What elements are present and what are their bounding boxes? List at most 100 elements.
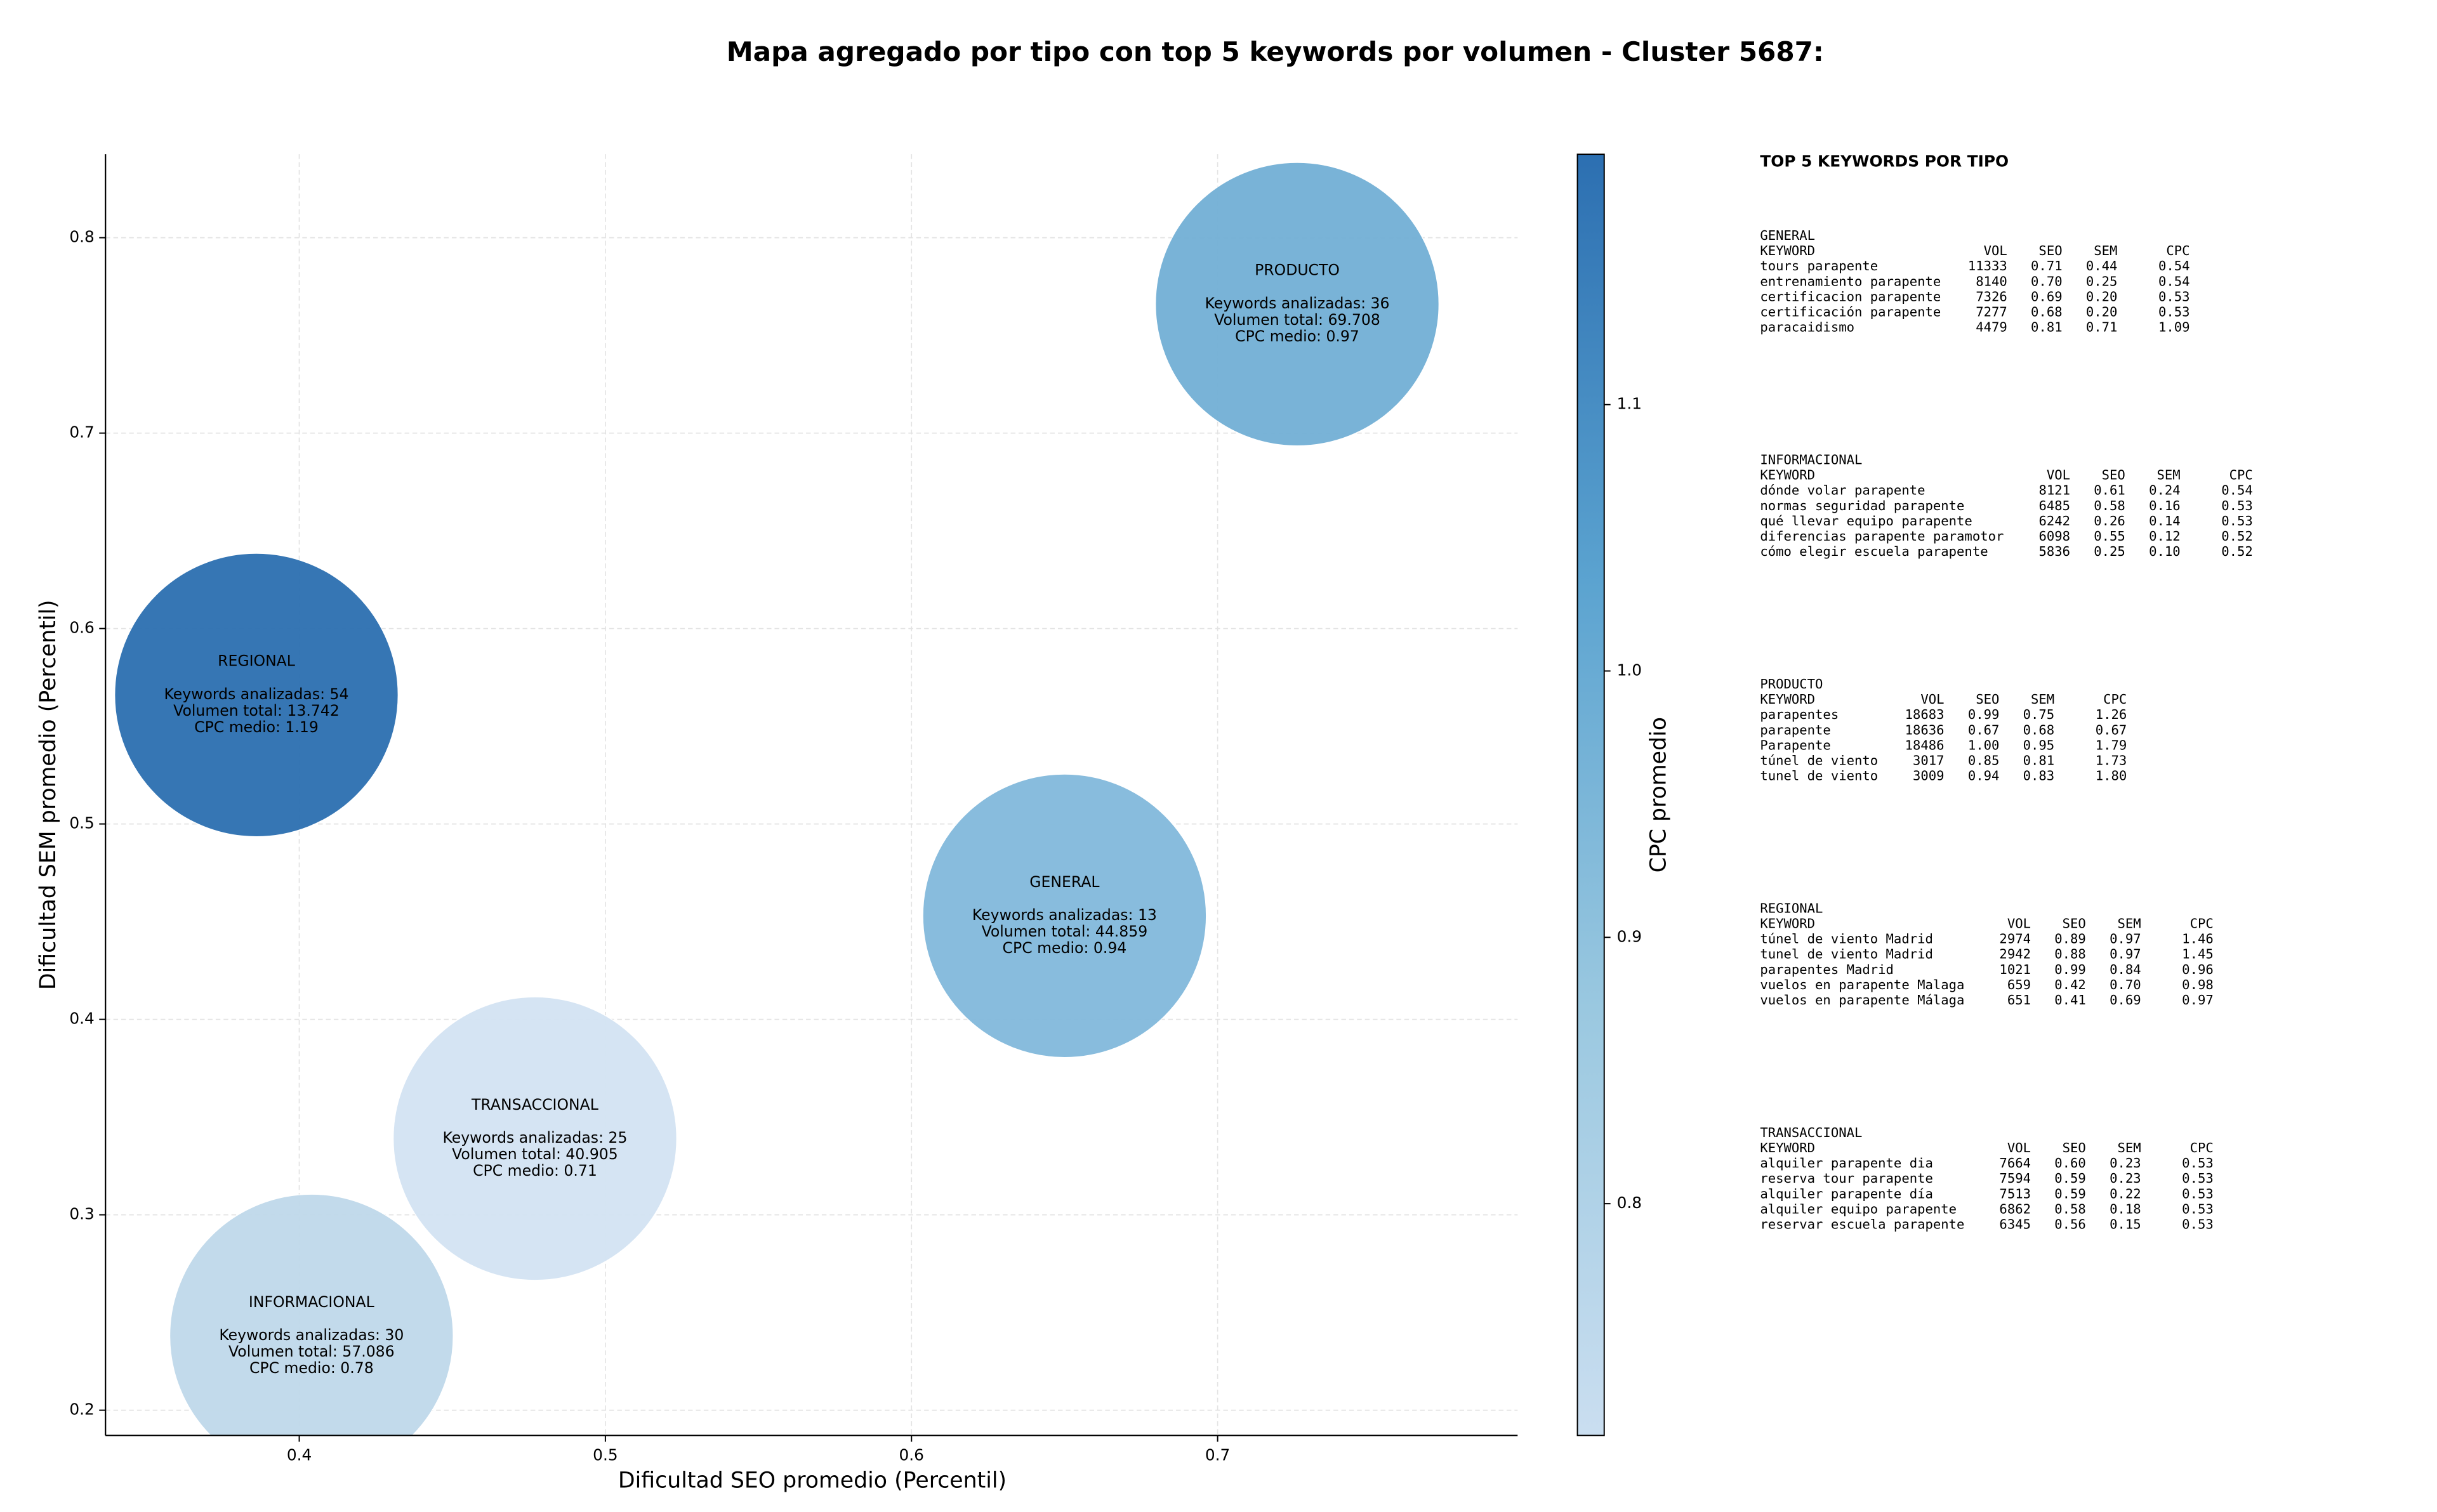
bubble-annotation: Volumen total: 69.708 [1214, 311, 1380, 329]
column-header: VOL [2007, 916, 2031, 931]
cell-value: 0.69 [2110, 992, 2141, 1008]
cell-value: 1.79 [2096, 737, 2127, 753]
cell-keyword: tours parapente [1760, 258, 1878, 273]
cell-value: 6485 [2038, 498, 2070, 513]
bubble-annotation: CPC medio: 1.19 [194, 718, 319, 736]
cell-value: 6242 [2038, 513, 2070, 529]
cell-value: 1.46 [2182, 931, 2214, 947]
bubble-name: PRODUCTO [1255, 261, 1340, 279]
cell-value: 0.70 [2110, 977, 2141, 992]
x-tick-label: 0.4 [287, 1446, 312, 1464]
bubble-annotation: Volumen total: 57.086 [228, 1343, 395, 1360]
cell-value: 1021 [1999, 962, 2031, 977]
column-header: KEYWORD [1760, 243, 1815, 258]
bubble-annotation: CPC medio: 0.97 [1235, 327, 1359, 345]
bubble-annotation: Keywords analizadas: 36 [1205, 294, 1390, 312]
column-header: KEYWORD [1760, 916, 1815, 931]
cell-keyword: vuelos en parapente Málaga [1760, 992, 1964, 1008]
x-axis-label: Dificultad SEO promedio (Percentil) [618, 1468, 1007, 1493]
cell-value: 0.88 [2054, 947, 2086, 962]
cell-value: 0.53 [2182, 1216, 2214, 1232]
y-tick-label: 0.5 [69, 814, 94, 832]
cell-value: 0.61 [2094, 483, 2125, 498]
cell-value: 0.84 [2110, 962, 2141, 977]
cell-value: 0.68 [2023, 722, 2055, 737]
column-header: CPC [2103, 692, 2127, 707]
cell-value: 1.45 [2182, 947, 2214, 962]
cell-value: 0.96 [2182, 962, 2214, 977]
section-name: TRANSACCIONAL [1760, 1125, 1862, 1140]
x-tick-label: 0.7 [1205, 1446, 1230, 1464]
cell-value: 0.12 [2149, 529, 2181, 544]
cell-keyword: parapente [1760, 722, 1831, 737]
column-header: SEO [2063, 916, 2086, 931]
cell-value: 5836 [2038, 544, 2070, 559]
cell-value: 0.18 [2110, 1201, 2141, 1216]
cell-keyword: tunel de viento Madrid [1760, 947, 1933, 962]
cell-value: 0.25 [2094, 544, 2125, 559]
cell-value: 0.52 [2221, 544, 2253, 559]
cell-value: 18636 [1905, 722, 1945, 737]
cell-value: 0.53 [2182, 1155, 2214, 1171]
cell-value: 0.68 [2031, 304, 2063, 319]
bubble-annotation: CPC medio: 0.94 [1003, 939, 1127, 957]
bubble [922, 773, 1207, 1058]
cell-value: 7664 [1999, 1155, 2031, 1171]
column-header: SEO [1976, 692, 1999, 707]
cell-value: 0.20 [2086, 289, 2118, 304]
cell-value: 659 [2007, 977, 2031, 992]
cell-value: 3017 [1913, 753, 1945, 768]
colorbar-tick-label: 0.8 [1617, 1193, 1642, 1212]
cell-value: 0.53 [2158, 304, 2190, 319]
cell-value: 1.09 [2158, 319, 2190, 334]
cell-value: 1.80 [2096, 768, 2127, 783]
cell-keyword: cómo elegir escuela parapente [1760, 544, 1988, 559]
cell-value: 0.94 [1968, 768, 2000, 783]
column-header: SEM [2156, 468, 2180, 483]
cell-value: 7594 [1999, 1171, 2031, 1186]
cell-value: 0.23 [2110, 1171, 2141, 1186]
cell-keyword: parapentes [1760, 707, 1839, 722]
bubble-name: TRANSACCIONAL [471, 1096, 598, 1114]
column-header: CPC [2190, 916, 2214, 931]
cell-value: 0.54 [2158, 273, 2190, 289]
cell-keyword: qué llevar equipo parapente [1760, 513, 1972, 529]
section-name: REGIONAL [1760, 901, 1823, 916]
cell-value: 7277 [1976, 304, 2007, 319]
cell-value: 2942 [1999, 947, 2031, 962]
cell-value: 651 [2007, 992, 2031, 1008]
cell-value: 1.26 [2096, 707, 2127, 722]
bubble-name: GENERAL [1029, 873, 1099, 891]
cell-value: 0.83 [2023, 768, 2055, 783]
cell-value: 0.42 [2054, 977, 2086, 992]
cell-value: 18486 [1905, 737, 1945, 753]
column-header: SEM [2117, 916, 2141, 931]
y-tick-label: 0.2 [69, 1400, 94, 1419]
y-tick-label: 0.6 [69, 619, 94, 637]
cell-value: 0.53 [2158, 289, 2190, 304]
column-header: VOL [2047, 468, 2070, 483]
cell-value: 0.60 [2054, 1155, 2086, 1171]
x-tick-label: 0.5 [593, 1446, 618, 1464]
cell-value: 4479 [1976, 319, 2007, 334]
cell-keyword: alquiler parapente día [1760, 1186, 1933, 1201]
cell-keyword: paracaidismo [1760, 319, 1854, 334]
panel-title: TOP 5 KEYWORDS POR TIPO [1760, 152, 2009, 171]
cell-value: 0.59 [2054, 1171, 2086, 1186]
cell-keyword: dónde volar parapente [1760, 483, 1925, 498]
cell-value: 6345 [1999, 1216, 2031, 1232]
cell-value: 0.97 [2110, 931, 2141, 947]
y-tick-label: 0.8 [69, 228, 94, 246]
cell-value: 7326 [1976, 289, 2007, 304]
cell-value: 0.58 [2094, 498, 2125, 513]
column-header: CPC [2190, 1140, 2214, 1155]
section-name: PRODUCTO [1760, 676, 1823, 692]
cell-value: 0.95 [2023, 737, 2055, 753]
cell-value: 0.26 [2094, 513, 2125, 529]
cell-value: 0.52 [2221, 529, 2253, 544]
cell-value: 0.15 [2110, 1216, 2141, 1232]
cell-keyword: entrenamiento parapente [1760, 273, 1941, 289]
column-header: CPC [2166, 243, 2189, 258]
